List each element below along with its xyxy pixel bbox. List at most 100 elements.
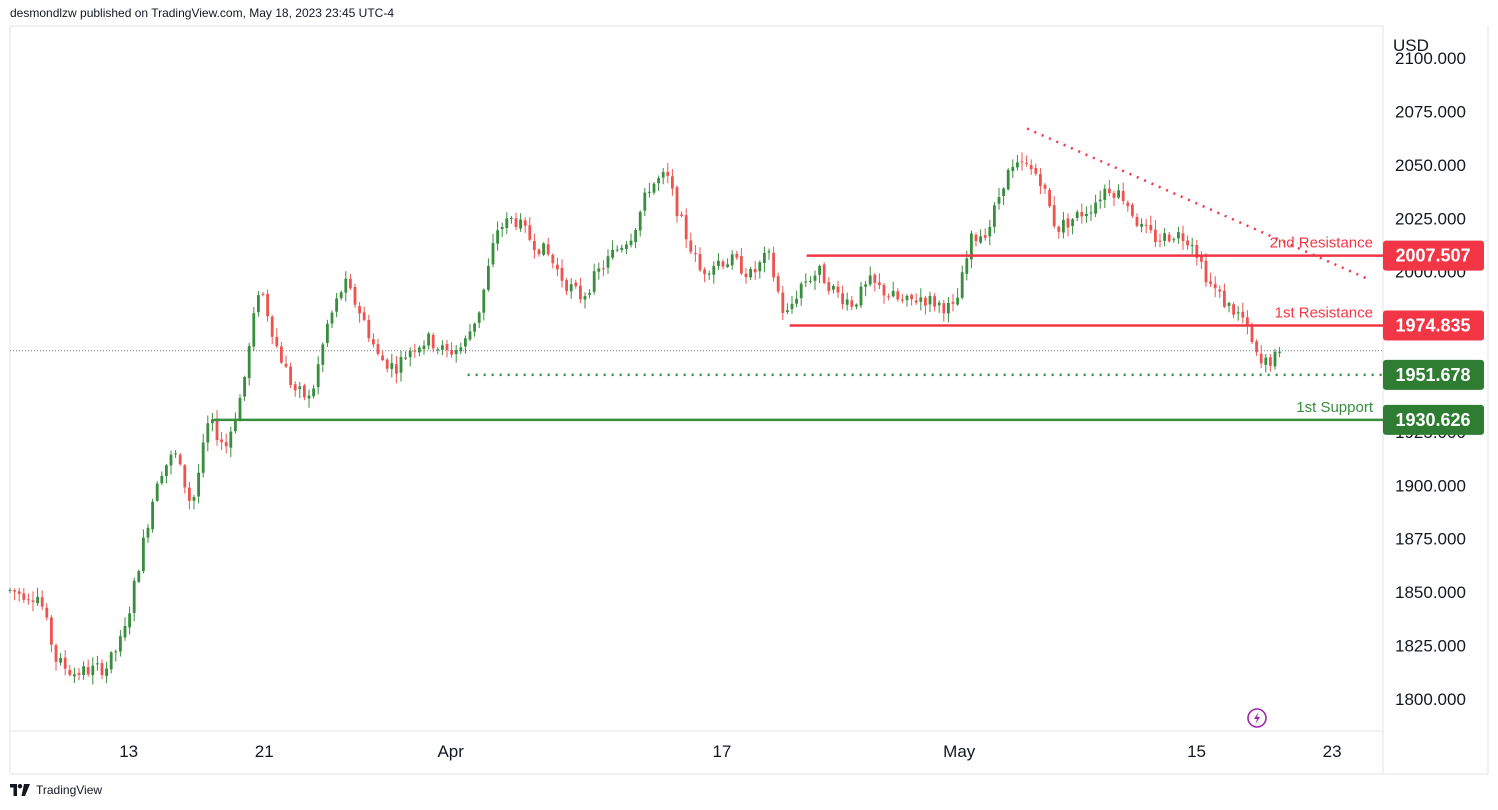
- x-tick-label: 17: [712, 742, 731, 761]
- candle-body: [809, 280, 812, 282]
- candle-body: [749, 269, 752, 278]
- candle-body: [303, 385, 306, 398]
- candle-body: [1121, 191, 1125, 202]
- candle: [482, 288, 486, 321]
- candle-body: [372, 339, 375, 345]
- candle: [362, 306, 366, 322]
- candle-body: [1154, 229, 1157, 243]
- candle-body: [275, 336, 279, 347]
- footer-brand[interactable]: TradingView: [36, 783, 103, 797]
- candle-body: [790, 303, 794, 310]
- candle: [657, 175, 660, 192]
- candle-body: [151, 501, 154, 530]
- candle-body: [1158, 240, 1162, 242]
- candle-body: [36, 596, 39, 604]
- candle: [767, 248, 771, 260]
- tradingview-logo-icon[interactable]: [10, 784, 30, 796]
- candle-body: [726, 264, 729, 267]
- candle: [266, 289, 269, 322]
- candle: [666, 162, 670, 184]
- candle-body: [77, 672, 81, 675]
- candle-body: [1135, 216, 1139, 226]
- candle-body: [335, 298, 338, 312]
- candle: [123, 617, 127, 641]
- candle: [625, 241, 628, 255]
- flash-icon[interactable]: [1247, 708, 1267, 728]
- candle: [86, 659, 90, 677]
- candle-body: [192, 497, 196, 501]
- candle: [629, 233, 633, 248]
- candle-body: [855, 304, 858, 307]
- candle: [574, 279, 578, 289]
- price-badge-value: 2007.507: [1395, 246, 1470, 266]
- candle-body: [1071, 219, 1074, 226]
- candle: [799, 281, 803, 306]
- candle: [105, 661, 108, 684]
- candle: [270, 315, 274, 345]
- candle: [937, 300, 941, 313]
- candle-body: [381, 355, 384, 361]
- candle: [1209, 272, 1212, 288]
- candle: [579, 277, 582, 304]
- candle: [45, 602, 49, 621]
- candle: [224, 433, 228, 454]
- candle: [358, 302, 361, 323]
- candle-body: [767, 251, 771, 253]
- candle-body: [735, 253, 739, 258]
- candle: [109, 651, 113, 674]
- candle: [1154, 220, 1157, 248]
- candle: [804, 273, 808, 288]
- candle-body: [947, 302, 950, 314]
- candle-body: [569, 284, 573, 292]
- candle-body: [638, 211, 642, 231]
- candle-body: [468, 331, 472, 340]
- candle: [588, 289, 591, 299]
- candle: [634, 228, 637, 249]
- candle: [96, 655, 99, 671]
- candle: [326, 319, 329, 347]
- candle: [1158, 233, 1162, 248]
- candle-body: [997, 197, 1001, 204]
- candle-body: [666, 171, 670, 176]
- x-tick-label: 13: [119, 742, 138, 761]
- candle-body: [873, 274, 877, 283]
- candle-body: [703, 269, 706, 275]
- candle-body: [753, 269, 757, 273]
- resistance-label: 2nd Resistance: [1270, 235, 1373, 252]
- candle-body: [261, 293, 265, 295]
- y-tick-label: 1825.000: [1395, 637, 1466, 656]
- candle: [1186, 235, 1189, 250]
- candle-body: [238, 397, 242, 421]
- candle: [128, 606, 131, 635]
- candle: [316, 356, 320, 395]
- candle: [395, 355, 398, 384]
- candle-body: [1264, 357, 1268, 365]
- candle: [1204, 253, 1208, 287]
- candle: [781, 286, 785, 321]
- candle: [459, 342, 463, 355]
- candle-body: [1103, 188, 1107, 200]
- candle-body: [758, 262, 762, 272]
- candle-body: [1167, 234, 1171, 242]
- candle-body: [165, 465, 168, 477]
- candle-body: [1213, 283, 1217, 289]
- candle: [454, 345, 458, 363]
- y-tick-label: 2025.000: [1395, 209, 1466, 228]
- candle: [712, 261, 716, 284]
- candle: [864, 280, 867, 297]
- candle-body: [1052, 205, 1056, 227]
- candle: [1135, 213, 1139, 228]
- candle: [914, 293, 918, 305]
- candle-body: [54, 645, 58, 662]
- candle-body: [556, 264, 559, 270]
- candle-body: [1255, 341, 1258, 353]
- candle-body: [155, 483, 159, 501]
- candle: [40, 590, 44, 611]
- candle: [514, 212, 518, 231]
- candle-body: [924, 297, 927, 306]
- candle-body: [937, 302, 941, 306]
- candle-body: [896, 291, 900, 300]
- candle-body: [1043, 184, 1047, 189]
- candle: [744, 267, 748, 284]
